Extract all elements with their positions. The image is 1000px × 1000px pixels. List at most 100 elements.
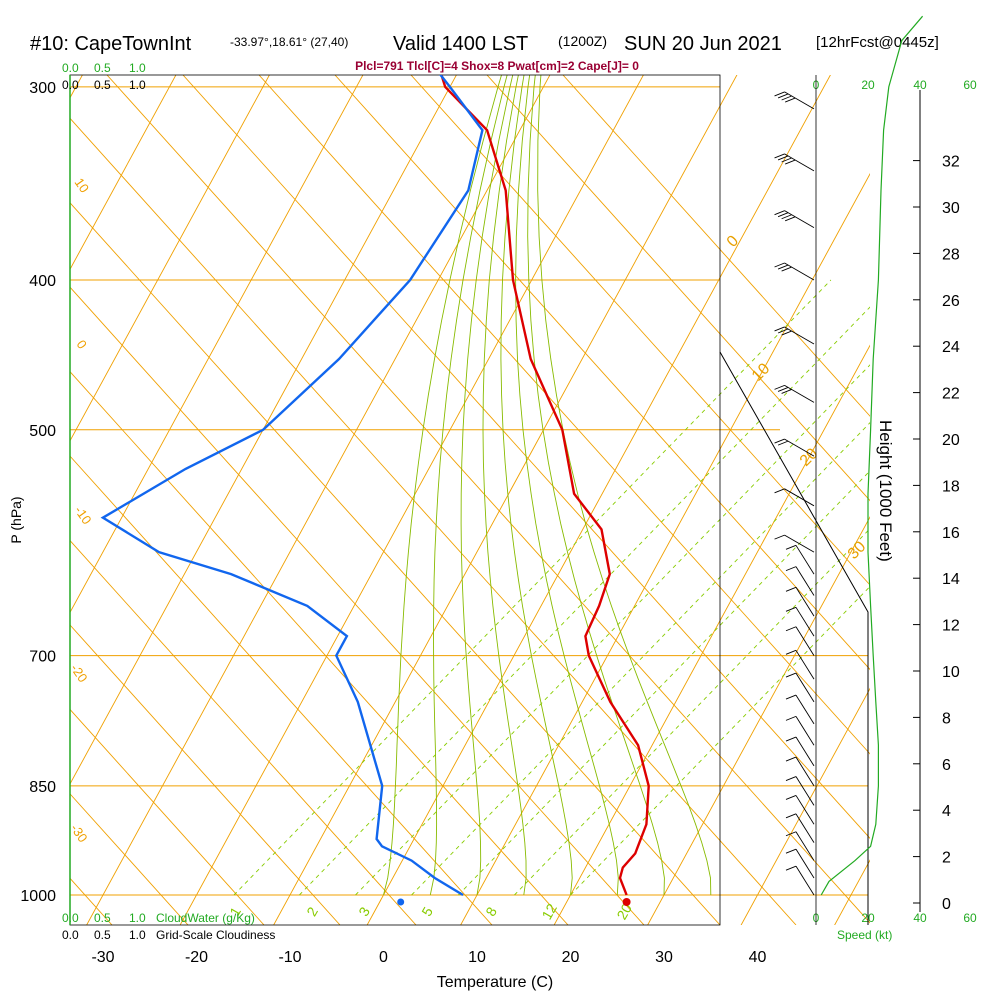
wind-barb xyxy=(774,262,815,281)
stability-indices: Plcl=791 Tlcl[C]=4 Shox=8 Pwat[cm]=2 Cap… xyxy=(355,59,639,73)
height-tick-label: 26 xyxy=(942,293,960,310)
x-tick-label: -30 xyxy=(91,949,114,966)
y-axis-label: P (hPa) xyxy=(8,496,24,543)
wind-barb xyxy=(774,384,815,403)
svg-text:1.0: 1.0 xyxy=(129,61,146,75)
moist-adiabat-line xyxy=(429,75,508,896)
svg-text:0.5: 0.5 xyxy=(94,78,111,92)
moist-adiabat-line xyxy=(383,75,502,896)
height-tick-label: 24 xyxy=(942,339,960,356)
mixing-ratio-label: 2 xyxy=(303,904,321,919)
wind-speed-profile xyxy=(820,15,924,896)
svg-text:20: 20 xyxy=(861,78,875,92)
wind-barb xyxy=(785,776,815,806)
pressure-tick-label: 700 xyxy=(29,649,56,666)
isotherm-label: 20 xyxy=(797,445,822,470)
dry-adiabat-label: 10 xyxy=(72,175,93,195)
wind-barb xyxy=(785,566,815,596)
wind-barb xyxy=(785,715,815,746)
surface-temperature-marker xyxy=(622,898,631,906)
wind-barb xyxy=(774,153,815,172)
x-tick-label: 40 xyxy=(749,949,767,966)
pressure-tick-label: 1000 xyxy=(20,888,56,905)
wind-barb xyxy=(785,865,815,896)
wind-barb xyxy=(774,488,815,507)
wind-barb xyxy=(785,795,815,825)
x-tick-label: -20 xyxy=(185,949,208,966)
wind-barb xyxy=(785,694,815,725)
dry-adiabat-line xyxy=(70,455,493,925)
x-tick-label: -10 xyxy=(278,949,301,966)
x-tick-label: 30 xyxy=(655,949,673,966)
dry-adiabat-line xyxy=(70,624,341,925)
svg-text:1.0: 1.0 xyxy=(129,928,146,942)
height-axis-label: Height (1000 Feet) xyxy=(876,420,895,562)
svg-text:1.0: 1.0 xyxy=(129,78,146,92)
pressure-tick-label: 850 xyxy=(29,779,56,796)
wind-barb xyxy=(775,0,814,16)
dry-adiabat-label: -10 xyxy=(72,503,95,527)
moist-adiabat-line xyxy=(537,75,712,896)
dry-adiabat-line xyxy=(562,75,870,417)
height-tick-label: 20 xyxy=(942,432,960,449)
svg-text:20: 20 xyxy=(861,911,875,925)
dry-adiabat-line xyxy=(70,370,569,925)
x-tick-label: 10 xyxy=(468,949,486,966)
mixing-ratio-label: 3 xyxy=(355,904,373,919)
wind-barb xyxy=(785,606,815,637)
x-axis-label: Temperature (C) xyxy=(437,974,553,991)
mixing-ratio-line xyxy=(411,422,870,896)
wind-barb xyxy=(785,626,815,656)
svg-text:60: 60 xyxy=(963,911,977,925)
dry-adiabat-label: 0 xyxy=(74,337,90,352)
svg-text:40: 40 xyxy=(913,78,927,92)
height-tick-label: 16 xyxy=(942,525,960,542)
wind-barb xyxy=(774,210,815,229)
mixing-ratio-label: 5 xyxy=(418,904,436,919)
pressure-tick-label: 300 xyxy=(29,80,56,97)
speed-label: Speed (kt) xyxy=(837,928,892,942)
svg-text:0.5: 0.5 xyxy=(94,61,111,75)
isotherm-line xyxy=(740,687,870,925)
x-tick-label: 20 xyxy=(562,949,580,966)
forecast-label: [12hrFcst@0445z] xyxy=(816,34,939,51)
moist-adiabat-line xyxy=(515,75,619,896)
cloudwater-scale-bottom: 0.0 0.5 1.0 CloudWater (g/Kg) 0.0 0.5 1.… xyxy=(62,911,275,942)
isotherm-line xyxy=(70,75,364,614)
moist-adiabat-line xyxy=(460,75,514,896)
dry-adiabat-line xyxy=(410,75,870,586)
dry-adiabat-label: -30 xyxy=(68,821,91,845)
dry-adiabat-line xyxy=(486,75,870,502)
height-tick-label: 18 xyxy=(942,478,960,495)
wind-barbs xyxy=(774,0,815,896)
dry-adiabat-line xyxy=(334,75,870,671)
wind-barb xyxy=(785,813,815,843)
cloudwater-scale-top: 0.0 0.5 1.0 0.0 0.5 1.0 xyxy=(62,61,146,92)
svg-text:40: 40 xyxy=(913,911,927,925)
height-tick-label: 2 xyxy=(942,850,951,867)
dry-adiabat-line xyxy=(70,202,721,925)
svg-text:0.5: 0.5 xyxy=(94,911,111,925)
wind-barb xyxy=(785,831,815,861)
isotherm-line xyxy=(179,75,644,925)
dry-adiabat-line xyxy=(70,793,189,925)
svg-text:0.0: 0.0 xyxy=(62,78,79,92)
isotherm-line xyxy=(86,75,551,925)
isotherm-line xyxy=(366,75,831,925)
isotherm-line xyxy=(70,75,83,99)
height-tick-label: 12 xyxy=(942,618,960,635)
isotherm-line xyxy=(70,75,177,271)
height-tick-label: 0 xyxy=(942,896,951,913)
wind-barb xyxy=(785,848,815,879)
dry-adiabat-line xyxy=(70,286,645,925)
mixing-ratio-line xyxy=(457,470,870,896)
station-coords: -33.97°,18.61° (27,40) xyxy=(230,35,348,49)
valid-time: Valid 1400 LST xyxy=(393,33,528,55)
dry-adiabat-label: -20 xyxy=(68,661,91,685)
dewpoint-profile xyxy=(100,75,484,897)
station-title: #10: CapeTownInt xyxy=(30,33,192,55)
pressure-tick-label: 400 xyxy=(29,273,56,290)
speed-scale-bottom: 0 20 40 60 Speed (kt) xyxy=(813,911,977,942)
